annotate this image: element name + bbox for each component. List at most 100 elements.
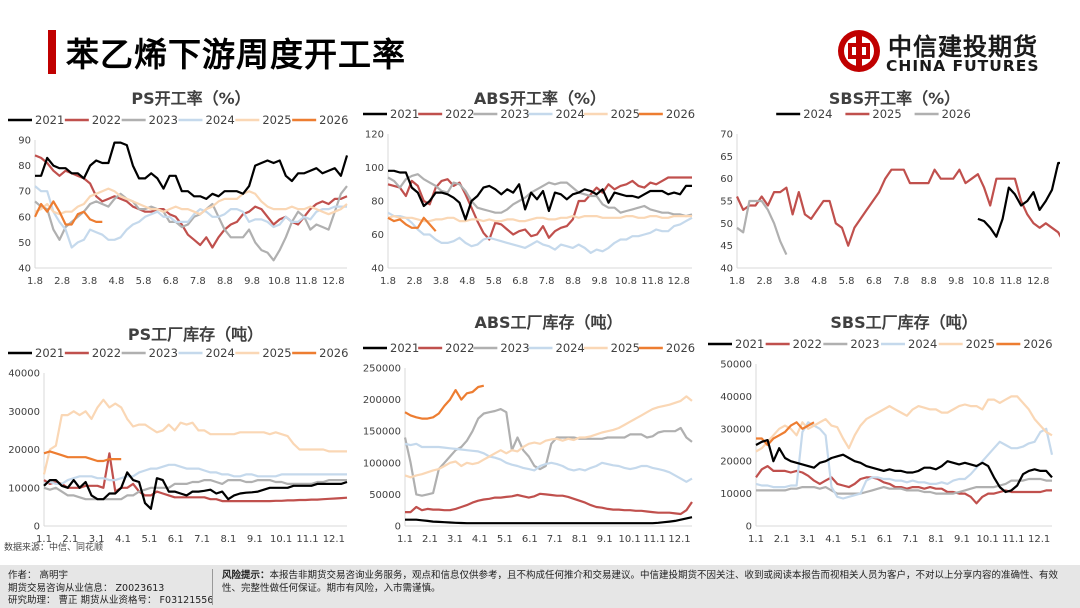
chart-svg-ps-rate: PS开工率（%） 2021 2022 2023 2024 2025 2026 40 50 60 70… xyxy=(8,89,349,287)
series-line-2021 xyxy=(35,141,349,200)
footer-assistant: 研究助理： 曹正 期货从业资格号： F03121556 xyxy=(8,595,214,606)
chart-legend: 2021 2022 2023 2024 2025 2026 xyxy=(363,107,695,121)
series-line-2022 xyxy=(405,492,693,516)
legend-label-2024: 2024 xyxy=(556,341,585,355)
legend-label-2025: 2025 xyxy=(611,107,640,121)
footer-divider xyxy=(212,569,213,605)
x-tick-label: 2.8 xyxy=(54,276,70,287)
x-tick-label: 3.1 xyxy=(89,534,105,544)
series-line-2026 xyxy=(43,450,122,463)
legend-label-2021: 2021 xyxy=(35,113,64,127)
x-tick-label: 2.1 xyxy=(774,534,790,544)
series-line-2022 xyxy=(755,465,1052,505)
x-tick-label: 12.1 xyxy=(323,534,345,544)
risk-label: 风险提示： xyxy=(222,570,270,581)
legend-label-2024: 2024 xyxy=(206,113,235,127)
series-line-2021 xyxy=(43,471,348,510)
series-line-2022 xyxy=(43,452,348,503)
risk-text: 本报告非期货交易咨询业务服务，观点和信息仅供参考，且不构成任何推介和交易建议。中… xyxy=(222,570,1059,594)
x-tick-label: 6.8 xyxy=(512,276,528,287)
legend-label-2024: 2024 xyxy=(556,107,585,121)
x-tick-label: 11.1 xyxy=(296,534,318,544)
chart-svg-sbs-inv: SBS工厂库存（吨） 2021 2022 2023 2024 2025 2026 0 10000… xyxy=(708,313,1054,544)
x-tick-label: 9.8 xyxy=(948,276,964,287)
x-tick-label: 9.8 xyxy=(592,276,608,287)
series-line-2023 xyxy=(756,477,1052,495)
x-tick-label: 11.8 xyxy=(641,276,663,287)
y-tick-label: 60 xyxy=(371,230,384,241)
legend-label-2025: 2025 xyxy=(872,107,901,121)
y-tick-label: 65 xyxy=(720,152,733,163)
chart-svg-abs-inv: ABS工厂库存（吨） 2021 2022 2023 2024 2025 2026 0 50000… xyxy=(363,313,695,544)
chart-legend: 2021 2022 2023 2024 2025 2026 xyxy=(708,337,1053,351)
y-tick-label: 50000 xyxy=(369,490,401,501)
x-tick-label: 1.1 xyxy=(748,534,764,544)
series-line-2024 xyxy=(34,185,347,249)
x-tick-label: 6.1 xyxy=(877,534,893,544)
y-tick-label: 20000 xyxy=(8,445,40,456)
chart-legend: 2021 2022 2023 2024 2025 2026 xyxy=(8,113,348,127)
chart-sbs-inventory: SBS工厂库存（吨） 2021 2022 2023 2024 2025 2026 0 10000… xyxy=(700,310,1060,544)
x-tick-label: 5.8 xyxy=(136,276,152,287)
legend-label-2022: 2022 xyxy=(445,341,474,355)
chart-svg-ps-inv: PS工厂库存（吨） 2021 2022 2023 2024 2025 2026 0 10000 2… xyxy=(8,325,348,544)
chart-title: SBS工厂库存（吨） xyxy=(830,313,977,332)
x-tick-label: 1.1 xyxy=(36,534,52,544)
x-tick-label: 8.1 xyxy=(220,534,236,544)
x-tick-label: 5.1 xyxy=(497,534,513,544)
x-tick-label: 6.1 xyxy=(168,534,184,544)
logo-cn-text: 中信建投期货 xyxy=(888,33,1038,61)
y-tick-label: 250000 xyxy=(363,364,401,375)
chart-ps-inventory: PS工厂库存（吨） 2021 2022 2023 2024 2025 2026 0 10000 2… xyxy=(0,322,355,544)
y-tick-label: 60 xyxy=(18,212,31,223)
series-line-2023 xyxy=(403,408,693,497)
x-tick-label: 11.1 xyxy=(1002,534,1024,544)
series-line-2026 xyxy=(736,199,788,256)
series-line-2024 xyxy=(404,442,693,483)
series-line-2025 xyxy=(404,395,693,479)
y-tick-label: 20000 xyxy=(720,457,752,468)
legend-label-2022: 2022 xyxy=(793,337,822,351)
x-tick-label: 5.1 xyxy=(851,534,867,544)
x-tick-label: 10.8 xyxy=(268,276,290,287)
x-tick-label: 7.1 xyxy=(547,534,563,544)
x-tick-label: 8.8 xyxy=(921,276,937,287)
legend-label-2022: 2022 xyxy=(92,113,121,127)
x-tick-label: 7.1 xyxy=(194,534,210,544)
x-tick-label: 6.1 xyxy=(522,534,538,544)
y-tick-label: 70 xyxy=(18,187,31,198)
y-tick-label: 40 xyxy=(720,264,733,275)
legend-label-2021: 2021 xyxy=(390,107,419,121)
footer-license: 期货交易咨询从业信息： Z0023613 xyxy=(8,582,165,594)
page-title: 苯乙烯下游周度开工率 xyxy=(66,35,406,74)
x-tick-label: 11.8 xyxy=(295,276,317,287)
legend-label-2026: 2026 xyxy=(1023,337,1052,351)
logo: 中信建投期货 CHINA FUTURES xyxy=(836,28,1046,78)
y-tick-label: 40 xyxy=(18,264,31,275)
x-tick-label: 11.1 xyxy=(643,534,665,544)
x-tick-label: 4.8 xyxy=(811,276,827,287)
legend-label-2023: 2023 xyxy=(850,337,879,351)
x-tick-label: 5.8 xyxy=(839,276,855,287)
legend-label-2022: 2022 xyxy=(445,107,474,121)
chart-legend: 2024 2025 2026 xyxy=(776,107,971,121)
legend-label-2021: 2021 xyxy=(35,346,64,360)
x-tick-label: 1.1 xyxy=(397,534,413,544)
chart-abs-inventory: ABS工厂库存（吨） 2021 2022 2023 2024 2025 2026 0 50000… xyxy=(355,310,700,544)
chart-title: ABS工厂库存（吨） xyxy=(474,313,622,332)
chart-legend: 2021 2022 2023 2024 2025 2026 xyxy=(8,346,348,360)
legend-label-2026: 2026 xyxy=(942,107,971,121)
x-tick-label: 6.8 xyxy=(866,276,882,287)
series-line-2021 xyxy=(388,169,692,221)
chart-svg-abs-rate: ABS开工率（%） 2021 2022 2023 2024 2025 2026 40 60 80 1… xyxy=(363,89,695,287)
x-tick-label: 12.8 xyxy=(322,276,344,287)
series-line-2025 xyxy=(34,187,348,216)
series-line-2024 xyxy=(43,463,347,485)
x-tick-label: 10.1 xyxy=(618,534,640,544)
x-tick-label: 10.8 xyxy=(972,276,994,287)
series-line-2026 xyxy=(756,421,815,447)
source-note: 数据来源：中信、同花顺 xyxy=(4,543,104,553)
y-tick-label: 70 xyxy=(720,130,733,141)
legend-label-2022: 2022 xyxy=(92,346,121,360)
y-tick-label: 55 xyxy=(720,197,733,208)
